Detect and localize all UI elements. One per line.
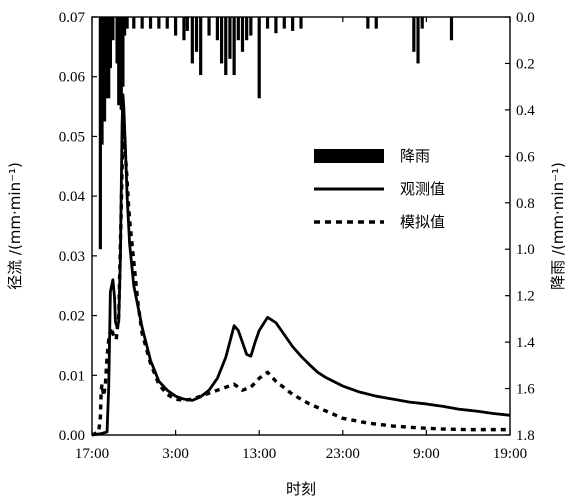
y-left-tick-label: 0.00 — [59, 428, 85, 444]
rain-bar — [121, 17, 125, 87]
y-left-tick-label: 0.06 — [59, 70, 86, 86]
rain-bar — [125, 17, 129, 29]
rain-bar — [98, 17, 102, 250]
y-right-tick-label: 0.0 — [516, 10, 535, 26]
plot-frame — [91, 16, 511, 436]
rain-bar — [104, 17, 108, 99]
y-right-tick-label: 0.4 — [516, 103, 535, 119]
rain-bar — [207, 17, 211, 36]
rain-bar — [366, 17, 370, 29]
y-right-tick-label: 1.0 — [516, 242, 535, 258]
rain-bar — [102, 17, 107, 122]
rain-bar — [148, 17, 153, 29]
rain-bar — [257, 17, 261, 99]
legend-rain-swatch — [314, 149, 384, 163]
rain-bar — [274, 17, 278, 34]
y-right-tick-label: 1.6 — [516, 382, 535, 398]
rain-bar — [190, 17, 194, 64]
rain-bar — [194, 17, 199, 52]
legend-label-observed: 观测值 — [400, 180, 445, 198]
rain-bar — [291, 17, 295, 31]
y-left-tick-label: 0.07 — [59, 10, 86, 26]
rain-bar — [182, 17, 186, 41]
rain-bar — [232, 17, 236, 76]
axes: 0.00 0.01 0.02 0.03 0.04 0.05 0.06 0.07 0.0 0.2 0.… — [59, 10, 536, 462]
rain-bar — [100, 17, 104, 145]
rain-bar — [119, 17, 123, 110]
y-left-tick-label: 0.01 — [59, 368, 85, 384]
legend-label-simulated: 模拟值 — [400, 213, 445, 231]
rain-bar — [123, 17, 127, 36]
rain-bar — [185, 17, 189, 31]
rain-bar — [224, 17, 228, 76]
rain-bar — [111, 17, 115, 41]
rain-bar — [215, 17, 219, 41]
rain-bar — [245, 17, 249, 41]
y-left-tick-label: 0.02 — [59, 309, 85, 325]
y-right-tick-label: 0.8 — [516, 196, 535, 212]
rain-bar — [219, 17, 224, 64]
x-tick-label: 19:00 — [493, 446, 527, 462]
rain-bar — [117, 17, 121, 106]
rain-bar — [174, 17, 178, 36]
y-right-tick-label: 1.2 — [516, 289, 535, 305]
y-left-tick-label: 0.05 — [59, 129, 85, 145]
y-right-tick-label: 1.8 — [516, 428, 535, 444]
x-tick-label: 17:00 — [75, 446, 109, 462]
plot-marks — [91, 17, 511, 437]
rain-bar — [265, 17, 270, 29]
x-tick-label: 9:00 — [413, 446, 440, 462]
rain-bar — [236, 17, 240, 41]
x-tick-label: 13:00 — [242, 446, 276, 462]
y-left-tick-label: 0.04 — [59, 189, 86, 205]
y-left-tick-label: 0.03 — [59, 249, 85, 265]
x-tick-label: 23:00 — [326, 446, 360, 462]
rain-bar — [132, 17, 136, 29]
y-axis-left-title: 径流 /(mm·min⁻¹) — [6, 162, 24, 290]
rain-bar — [420, 17, 424, 29]
observed-series-line — [91, 93, 511, 437]
rain-bar — [115, 17, 119, 64]
rain-bar — [449, 17, 454, 41]
rain-bar — [165, 17, 169, 29]
rain-bar — [374, 17, 378, 29]
y-right-tick-label: 0.6 — [516, 149, 535, 165]
simulated-series-line — [91, 128, 510, 437]
y-right-tick-label: 0.2 — [516, 56, 535, 72]
y-axis-right-title: 降雨 /(mm·min⁻¹) — [549, 162, 567, 290]
rain-bar — [108, 17, 112, 69]
rain-bar — [412, 17, 416, 52]
rain-bar — [157, 17, 161, 29]
rain-bar — [140, 17, 144, 29]
rain-bar — [107, 17, 111, 99]
y-right-tick-label: 1.4 — [516, 335, 535, 351]
rain-bar — [299, 17, 303, 29]
rain-bar — [416, 17, 420, 64]
x-tick-label: 3:00 — [162, 446, 189, 462]
rain-bar — [199, 17, 203, 76]
rain-bar — [282, 17, 286, 29]
rain-bar — [249, 17, 253, 36]
rain-bar — [228, 17, 232, 59]
legend-label-rain: 降雨 — [400, 147, 430, 165]
x-axis-title: 时刻 — [286, 480, 316, 498]
rain-bar — [240, 17, 245, 52]
